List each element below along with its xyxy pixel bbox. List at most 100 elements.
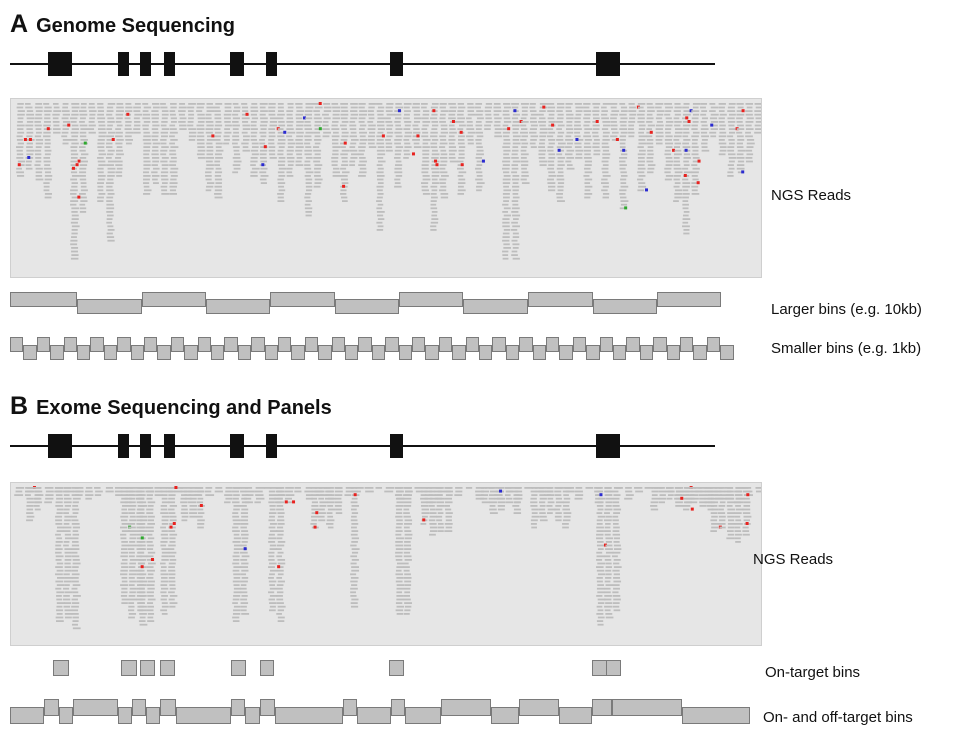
- read: [700, 103, 708, 105]
- read: [64, 584, 70, 586]
- read: [437, 490, 445, 493]
- read: [72, 537, 79, 540]
- read: [63, 508, 70, 511]
- read: [547, 497, 554, 500]
- read: [232, 530, 240, 532]
- read: [138, 591, 146, 594]
- read: [340, 142, 347, 145]
- read: [124, 135, 132, 138]
- read: [136, 533, 143, 536]
- bin: [528, 292, 593, 307]
- read: [169, 135, 175, 138]
- read: [664, 113, 671, 116]
- read: [286, 121, 294, 123]
- read: [311, 490, 320, 493]
- read: [188, 131, 197, 134]
- read: [736, 121, 743, 123]
- mismatch-mark: [67, 123, 71, 127]
- read: [232, 541, 241, 543]
- read: [26, 497, 34, 500]
- read: [143, 106, 152, 109]
- read: [710, 530, 717, 532]
- read: [651, 487, 658, 489]
- read: [63, 605, 71, 608]
- read: [138, 562, 146, 565]
- read: [682, 113, 691, 116]
- read: [502, 113, 510, 116]
- read: [521, 135, 528, 138]
- bin: [335, 299, 399, 314]
- read: [134, 103, 141, 105]
- mismatch-mark: [397, 109, 401, 113]
- read: [114, 487, 123, 489]
- read: [429, 530, 438, 532]
- read: [584, 182, 591, 184]
- read: [26, 117, 35, 120]
- read: [268, 551, 275, 554]
- read: [675, 497, 684, 500]
- read: [106, 110, 114, 112]
- read: [539, 142, 545, 145]
- mismatch-mark: [432, 109, 436, 113]
- read: [241, 577, 249, 579]
- read: [395, 124, 402, 127]
- read: [35, 171, 43, 174]
- read: [602, 153, 611, 156]
- read: [120, 573, 128, 576]
- read: [107, 124, 113, 127]
- small-bins-track: [0, 335, 760, 365]
- read: [250, 135, 257, 138]
- read: [121, 541, 128, 543]
- read: [80, 182, 87, 184]
- read: [520, 131, 528, 134]
- read: [666, 487, 673, 489]
- read: [637, 171, 645, 174]
- read: [557, 189, 564, 192]
- read: [601, 128, 609, 130]
- read: [574, 103, 582, 105]
- read: [734, 501, 741, 504]
- mismatch-mark: [83, 141, 87, 145]
- read: [682, 146, 691, 148]
- read: [341, 182, 349, 184]
- read: [116, 117, 123, 120]
- read: [268, 591, 275, 594]
- read: [250, 160, 258, 163]
- read: [422, 175, 430, 177]
- read: [566, 124, 573, 127]
- read: [502, 164, 510, 166]
- read: [727, 512, 735, 514]
- read: [404, 490, 412, 493]
- read: [88, 121, 95, 123]
- read: [181, 505, 188, 507]
- read: [718, 497, 727, 500]
- read: [204, 490, 212, 493]
- read: [332, 146, 341, 148]
- read: [56, 602, 65, 604]
- read: [205, 171, 212, 174]
- read: [304, 113, 312, 116]
- read: [184, 497, 192, 500]
- read: [359, 124, 367, 127]
- read: [646, 157, 654, 159]
- read: [386, 113, 395, 116]
- read: [72, 584, 81, 586]
- mismatch-mark: [140, 565, 144, 569]
- read: [711, 526, 719, 529]
- read: [674, 153, 682, 156]
- read: [597, 623, 604, 626]
- read: [63, 580, 72, 583]
- read: [313, 103, 320, 105]
- read: [106, 189, 114, 192]
- read: [311, 494, 319, 496]
- read: [146, 508, 154, 511]
- read: [574, 490, 583, 493]
- read: [385, 121, 393, 123]
- read: [142, 124, 149, 127]
- read: [125, 139, 133, 141]
- read: [548, 113, 555, 116]
- read: [152, 160, 160, 163]
- bin: [140, 660, 155, 676]
- read: [619, 146, 626, 148]
- read: [701, 149, 710, 152]
